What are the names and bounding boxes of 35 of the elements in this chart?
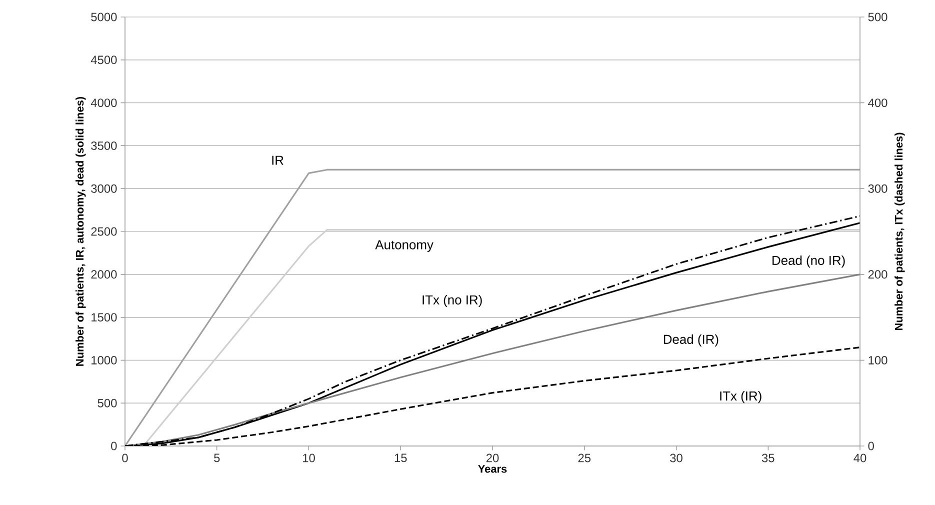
x-tick-label: 25 (578, 454, 591, 462)
y2-tick-label: 500 (868, 12, 888, 22)
x-tick-label: 20 (486, 454, 499, 462)
y-tick-label: 2000 (91, 270, 117, 279)
y-tick-label: 4000 (90, 98, 117, 108)
y2-tick-label: 300 (868, 184, 888, 193)
y2-tick-label: 200 (868, 270, 888, 279)
y-tick-label: 5000 (91, 12, 117, 22)
x-tick-label: 40 (854, 454, 866, 462)
x-tick-label: 5 (214, 454, 220, 462)
y2-axis-title: Number of patients, ITx (dashed lines) (894, 132, 905, 330)
y-axis-title: Number of patients, IR, autonomy, dead (solid lines) (76, 96, 86, 366)
y-tick-label: 500 (98, 398, 117, 408)
x-axis-title: Years (478, 465, 507, 473)
series-label: ITx (no IR) (422, 294, 482, 308)
text: ITx (IR) (720, 391, 762, 404)
x-tick-label: 15 (394, 454, 407, 462)
series-label: Autonomy (375, 240, 434, 252)
y2-tick-label: 0 (868, 442, 874, 450)
y-tick-label: 3000 (91, 184, 117, 193)
series-label: Dead (no IR) (772, 255, 845, 268)
y2-tick-label: 400 (868, 98, 888, 108)
series-label: IR (272, 156, 284, 165)
x-tick-label: 10 (303, 454, 315, 462)
y2-tick-label: 100 (868, 356, 888, 364)
x-tick-label: 35 (762, 454, 774, 462)
series-label: Dead (IR) (664, 334, 718, 347)
y-tick-label: 0 (111, 442, 117, 450)
y-tick-label: 1000 (92, 356, 117, 364)
y-tick-label: 2500 (91, 227, 117, 236)
y-tick-label: 3500 (91, 141, 117, 150)
y-tick-label: 4500 (90, 56, 117, 64)
x-tick-label: 0 (122, 454, 128, 462)
y-tick-label: 1500 (92, 313, 117, 322)
x-tick-label: 30 (670, 454, 682, 462)
